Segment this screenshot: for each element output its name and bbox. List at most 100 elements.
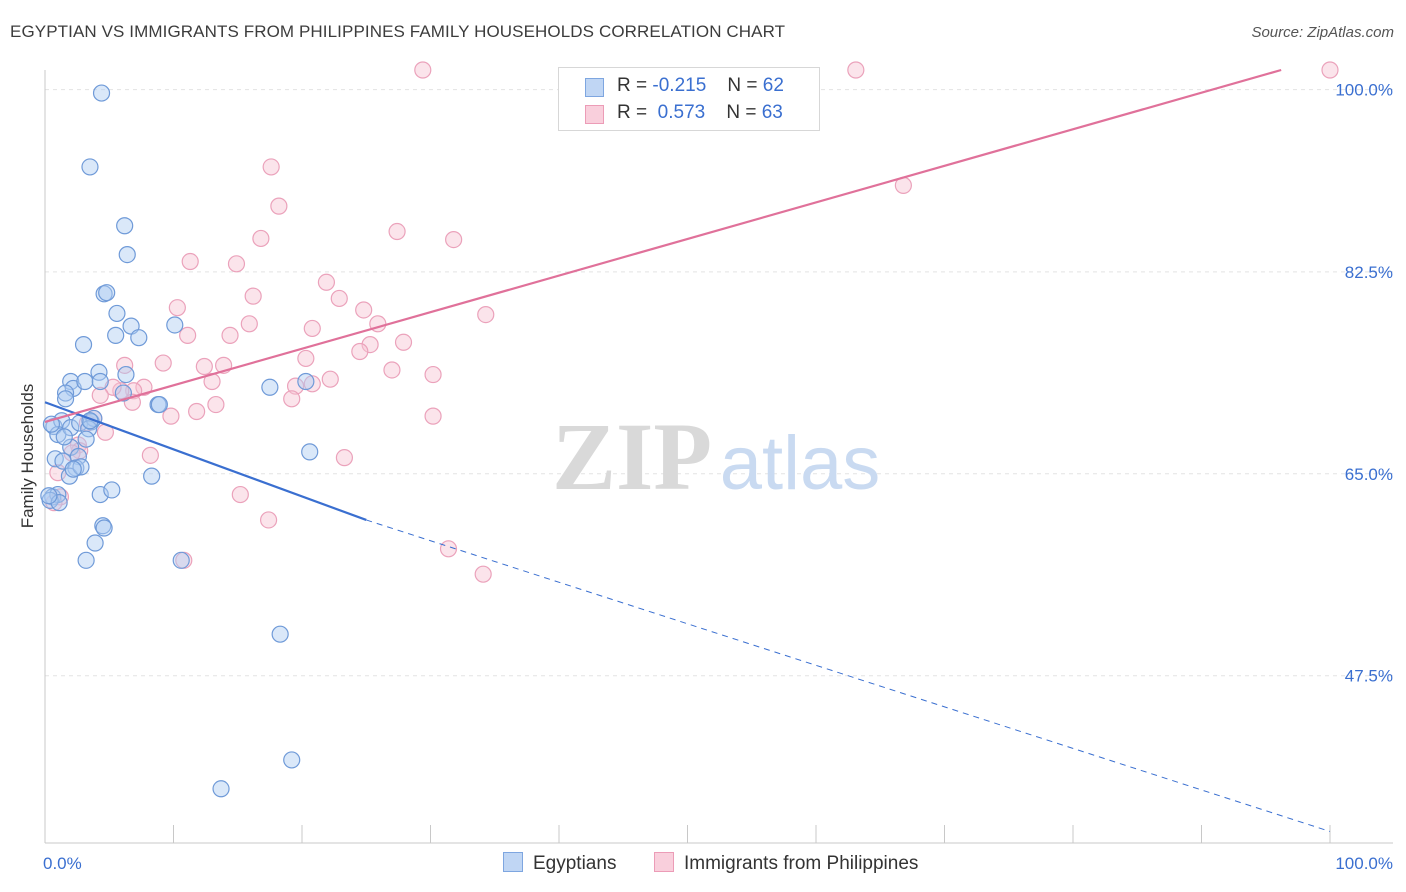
data-point-egyptians xyxy=(92,84,111,102)
legend-n-label: N = xyxy=(726,102,757,123)
data-point-egyptians xyxy=(114,384,132,402)
data-point-philippines xyxy=(474,565,492,583)
data-point-egyptians xyxy=(56,384,75,402)
legend-r-label: R = xyxy=(617,75,648,96)
trend-line-egyptians-extension xyxy=(366,519,1331,832)
data-point-philippines xyxy=(262,158,280,176)
watermark-zip: ZIP xyxy=(552,403,712,510)
watermark: ZIP atlas xyxy=(552,403,880,510)
legend-item-egyptians: Egyptians xyxy=(503,852,616,875)
data-point-philippines xyxy=(383,361,401,379)
data-point-philippines xyxy=(188,402,206,421)
data-point-philippines xyxy=(286,377,305,395)
data-point-philippines xyxy=(141,446,159,464)
legend-swatch-pink xyxy=(654,852,674,872)
data-point-philippines xyxy=(179,326,197,344)
data-point-philippines xyxy=(414,61,432,79)
data-point-philippines xyxy=(162,407,180,425)
data-point-philippines xyxy=(394,333,413,351)
data-point-philippines xyxy=(355,301,373,319)
chart-title: EGYPTIAN VS IMMIGRANTS FROM PHILIPPINES … xyxy=(10,22,786,41)
data-point-philippines xyxy=(477,305,495,324)
y-tick-label: 47.5% xyxy=(1345,667,1393,686)
y-tick-label: 82.5% xyxy=(1345,263,1393,282)
trend-line-philippines xyxy=(44,68,1282,423)
data-point-philippines xyxy=(424,407,442,425)
data-point-philippines xyxy=(297,349,315,368)
data-point-egyptians xyxy=(86,534,104,552)
data-point-philippines xyxy=(240,315,258,333)
legend-n-value: 63 xyxy=(761,102,783,123)
data-point-egyptians xyxy=(77,430,95,448)
data-point-egyptians xyxy=(166,316,184,334)
data-point-philippines xyxy=(445,230,463,249)
data-point-egyptians xyxy=(283,751,301,769)
data-point-egyptians xyxy=(81,158,99,176)
data-point-egyptians xyxy=(76,372,94,391)
data-point-philippines xyxy=(231,485,249,504)
data-point-philippines xyxy=(91,386,109,404)
data-point-egyptians xyxy=(62,419,80,437)
data-point-philippines xyxy=(244,287,262,305)
data-point-egyptians xyxy=(50,494,68,512)
data-point-egyptians xyxy=(56,390,75,408)
data-point-philippines xyxy=(424,365,442,384)
data-point-egyptians xyxy=(297,372,315,391)
data-point-philippines xyxy=(321,370,339,388)
data-point-egyptians xyxy=(77,551,95,569)
data-point-egyptians xyxy=(108,304,126,323)
data-point-egyptians xyxy=(40,487,58,505)
y-axis-label: Family Households xyxy=(18,383,37,529)
y-tick-label: 65.0% xyxy=(1345,465,1393,484)
data-point-egyptians xyxy=(130,329,148,347)
axes xyxy=(44,70,1393,844)
legend-n-label: N = xyxy=(727,75,758,96)
data-point-philippines xyxy=(270,197,288,215)
data-point-philippines xyxy=(335,449,354,467)
source-credit: Source: ZipAtlas.com xyxy=(1251,24,1394,41)
tick-labels: 100.0% 82.5% 65.0% 47.5% 0.0% 100.0% xyxy=(43,81,1393,873)
data-point-philippines xyxy=(330,289,348,308)
legend-label-egyptians: Egyptians xyxy=(533,853,617,874)
data-point-philippines xyxy=(847,61,865,79)
data-point-philippines xyxy=(154,354,172,372)
x-tick-label: 100.0% xyxy=(1335,854,1393,873)
data-point-egyptians xyxy=(74,335,93,354)
legend-item-philippines: Immigrants from Philippines xyxy=(654,852,918,875)
data-point-egyptians xyxy=(64,460,82,478)
data-point-egyptians xyxy=(116,217,134,235)
data-point-egyptians xyxy=(91,372,109,391)
data-point-egyptians xyxy=(118,245,136,264)
data-point-philippines xyxy=(227,255,246,273)
data-point-egyptians xyxy=(172,551,190,569)
data-point-egyptians xyxy=(95,519,113,537)
watermark-atlas: atlas xyxy=(720,421,881,506)
data-point-philippines xyxy=(351,342,369,361)
trend-lines xyxy=(44,68,1331,832)
legend-swatch-pink xyxy=(585,105,604,124)
data-point-egyptians xyxy=(301,443,319,461)
y-tick-label: 100.0% xyxy=(1335,81,1393,100)
data-point-philippines xyxy=(181,252,199,271)
data-point-egyptians xyxy=(143,467,161,485)
trend-line-egyptians xyxy=(44,401,367,521)
data-point-egyptians xyxy=(103,481,121,499)
data-point-philippines xyxy=(388,222,406,241)
data-point-philippines xyxy=(221,326,239,344)
series-philippines-points xyxy=(45,61,1339,583)
data-point-philippines xyxy=(283,390,301,408)
legend-swatch-blue xyxy=(585,78,604,97)
legend-n-value: 62 xyxy=(762,75,784,96)
data-point-egyptians xyxy=(271,625,289,643)
data-point-philippines xyxy=(317,273,336,291)
legend-r-label: R = xyxy=(617,102,648,123)
legend-label-philippines: Immigrants from Philippines xyxy=(684,853,919,874)
data-point-philippines xyxy=(135,378,153,396)
data-point-philippines xyxy=(1321,61,1339,79)
legend-r-value: -0.215 xyxy=(652,75,707,96)
data-point-egyptians xyxy=(55,428,73,446)
data-point-egyptians xyxy=(107,326,125,344)
data-point-philippines xyxy=(207,395,225,414)
data-point-philippines xyxy=(361,335,379,354)
stats-legend: R = -0.215 N = 62 R = 0.573 N = 63 xyxy=(558,67,820,131)
